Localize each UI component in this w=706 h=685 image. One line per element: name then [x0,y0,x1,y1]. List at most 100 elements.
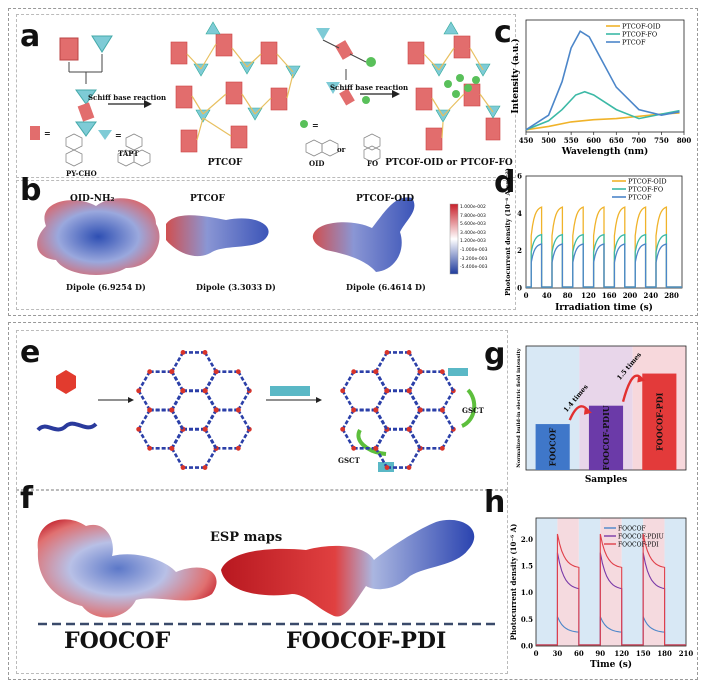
x-tick-label: 550 [564,136,579,145]
node [351,445,357,451]
svg-text:=: = [312,120,319,130]
esp-scale-labels: 1.000e-002 7.800e-003 5.600e-003 3.400e-… [460,204,488,273]
linker [441,409,455,430]
arrow-head [637,374,646,383]
y-tick-label: 2 [517,246,522,255]
scale-3: 3.400e-003 [460,230,486,236]
linker [204,390,218,411]
bar-label: FOOCOF-PDI [654,392,664,451]
scale-6: -3.200e-003 [460,256,488,262]
linker [407,428,422,450]
y-axis-label: Photocurrent density (10⁻⁶ A cm⁻²) [504,168,512,296]
node [351,369,357,375]
node [147,407,153,413]
linker [341,428,355,449]
linker [170,390,184,411]
x-tick-label: 180 [657,649,672,658]
panel-e-scheme [36,368,477,472]
linker [441,390,455,411]
scale-7: -5.400e-003 [460,265,488,271]
node [373,407,379,413]
legend-label: PTCOF-OID [622,23,661,31]
panel-e-frame [16,330,508,490]
linker [237,371,251,392]
linker [341,371,355,392]
panel-label-h: h [484,485,506,520]
or-label: or [337,145,346,154]
top-frame [8,8,698,316]
ptcof-label: PTCOF [207,158,243,168]
ptcof-oid-fo-label: PTCOF-OID or PTCOF-FO [385,158,513,168]
gsct-label-1: GSCT [462,406,484,415]
y-tick-label: 4 [517,209,522,218]
node [384,350,390,355]
ptcof-oid-lattice [407,21,501,151]
x-tick-label: 200 [623,291,638,300]
y-tick-label: 6 [517,172,522,181]
y-axis-label: Normalized build-in electric field inten… [516,347,522,467]
node [136,388,142,394]
node [169,407,175,413]
x-tick-label: 160 [602,291,617,300]
node [417,407,423,413]
node [417,369,423,375]
node [213,407,219,413]
panel-a-frame [16,14,516,178]
linker [203,447,218,469]
legend-label: PTCOF-OID [628,178,667,186]
x-tick-label: 40 [542,291,552,300]
node [373,445,379,451]
series-line-foocof-pdi [536,533,686,646]
linker [137,428,151,449]
node [147,369,153,375]
scale-1: 7.800e-003 [460,213,486,219]
schiff-label-2: Schiff base reaction [330,83,409,92]
time-band [600,518,622,646]
legend-label: PTCOF-FO [628,186,663,194]
linker [170,351,185,373]
y-tick-label: 2.0 [521,535,533,544]
node [235,407,241,413]
plot-frame [525,19,685,133]
linker [204,409,218,430]
dipole-1: Dipole (6.9254 D) [66,282,146,292]
node [439,407,445,413]
ptcof-lattice [170,21,301,153]
panel-label-c: c [494,15,512,50]
panel-label-g: g [484,337,506,372]
linker [374,370,389,392]
linker [408,409,422,430]
x-tick-label: 450 [519,136,534,145]
scale-0: 1.000e-002 [460,205,486,210]
x-tick-label: 800 [677,136,692,145]
x-tick-label: 120 [614,649,629,658]
linker [407,447,422,469]
x-tick-label: 150 [636,649,651,658]
panel-label-d: d [494,165,516,200]
panel-label-a: a [20,19,41,54]
x-tick-label: 280 [664,291,679,300]
plot-frame [535,517,687,647]
x-tick-label: 210 [679,649,694,658]
py-cho-label: PY-CHO [66,169,97,178]
panel-f-esp [37,519,496,626]
bar-label: FOOCOF-PDIU [601,405,611,470]
x-axis-label: Time (s) [590,659,632,670]
y-tick-label: 0.5 [521,615,533,624]
time-band [578,518,601,646]
dipole-2: Dipole (3.3033 D) [196,282,276,292]
panel-label-e: e [20,335,41,370]
node [406,427,412,432]
node [169,445,175,451]
linker [203,428,218,450]
bottom-frame [8,322,698,680]
y-tick-label: 1.5 [521,562,533,571]
panel-b-frame [16,180,516,310]
linker [374,409,388,430]
linker [237,409,251,430]
x-tick-label: 120 [581,291,596,300]
svg-text:=: = [44,128,51,138]
series-line-foocof-pdiu [536,552,686,646]
